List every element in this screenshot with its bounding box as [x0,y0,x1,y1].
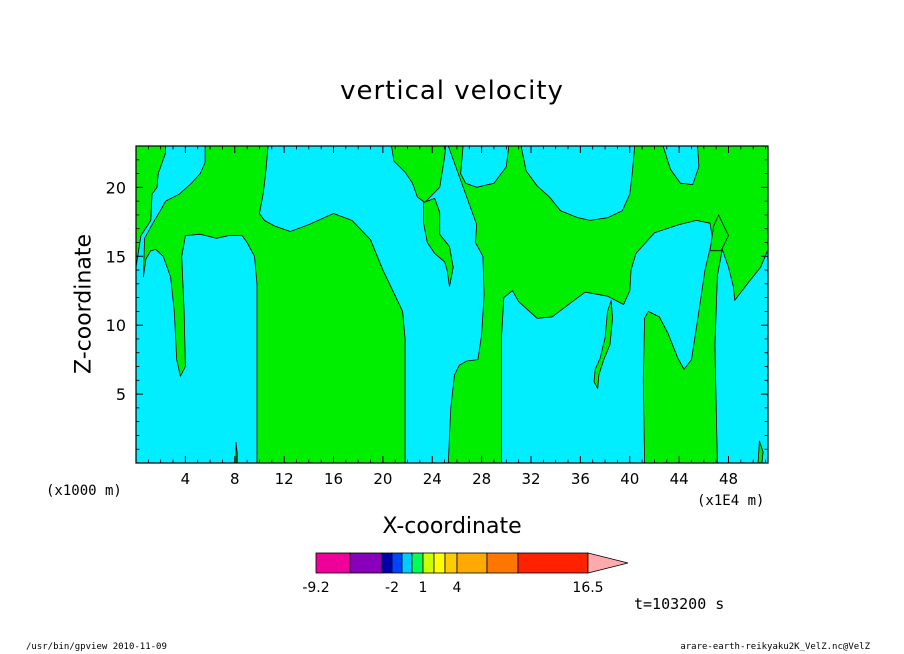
colorbar: -9.2 -2 1 4 16.5 [302,552,629,596]
plot-frame [135,145,769,464]
positive-velocity-region-tiny-right [757,440,764,463]
x-tick-label: 48 [719,470,738,488]
colorbar-segment [444,552,458,574]
positive-velocity-region-right-center [447,146,768,463]
positive-velocity-region-thin-spike [593,299,613,390]
positive-velocity-region-tiny-left [235,441,238,463]
x-tick-label: 32 [521,470,540,488]
x-tick-label: 40 [620,470,639,488]
y-axis-label: Z-coordinate [71,234,97,374]
colorbar-arrow [587,552,629,574]
x-tick-label: 20 [373,470,392,488]
colorbar-segment [349,552,383,574]
y-tick-label: 20 [106,178,126,197]
footer-source: arare-earth-reikyaku2K_VelZ.nc@VelZ [680,642,870,652]
colorbar-segment [433,552,446,574]
x-tick-label: 12 [275,470,294,488]
colorbar-segment [315,552,351,574]
x-tick-label: 28 [472,470,491,488]
colorbar-segment [381,552,393,574]
contour-fill-layer [136,146,768,463]
colorbar-label: 16.5 [572,580,603,596]
x-units-note: (x1000 m) [46,483,122,499]
footer-command: /usr/bin/gpview 2010-11-09 [26,642,167,652]
colorbar-segment [486,552,519,574]
plot-border [135,145,769,464]
x-tick-label: 44 [670,470,689,488]
positive-velocity-region-upper-strip [142,146,406,463]
x-tick-label: 24 [423,470,442,488]
x-scale-note: (x1E4 m) [697,493,765,509]
colorbar-label: 4 [453,580,462,596]
y-tick-label: 10 [106,316,126,335]
colorbar-label: -2 [385,580,399,596]
positive-velocity-region-right-upper-extension [709,214,729,252]
x-tick-label: 4 [181,470,191,488]
colorbar-segment [391,552,403,574]
chart-title: vertical velocity [340,76,564,106]
colorbar-segment [517,552,589,574]
positive-velocity-region-center-upper [378,146,447,203]
time-label: t=103200 s [634,595,725,613]
y-tick-label: 15 [106,247,126,266]
colorbar-label: 1 [419,580,428,596]
y-axis: 5 10 15 20 [106,145,768,450]
colorbar-segment [411,552,424,574]
x-axis: 4 8 12 16 20 24 28 32 36 40 44 48 [147,146,766,488]
colorbar-segment [401,552,413,574]
x-axis-label: X-coordinate [382,514,522,539]
colorbar-segment [422,552,435,574]
x-tick-label: 16 [324,470,343,488]
positive-velocity-region-left-upper [136,146,167,268]
x-tick-label: 8 [230,470,240,488]
colorbar-label: -9.2 [302,580,329,596]
positive-velocity-region-center-tongue [423,197,454,288]
y-tick-label: 5 [116,385,126,404]
x-tick-label: 36 [571,470,590,488]
colorbar-segment [456,552,488,574]
